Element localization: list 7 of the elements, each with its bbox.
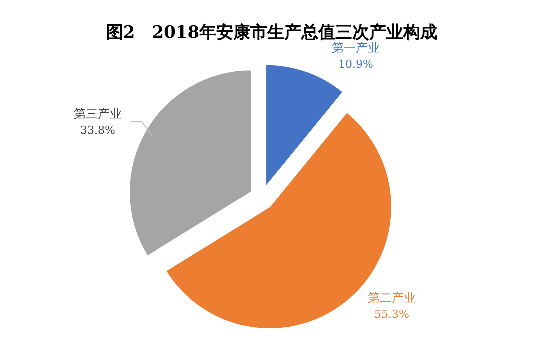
slice-label: 第一产业 — [332, 41, 380, 55]
slice-label: 第三产业 — [74, 107, 122, 121]
data-label: 10.9% — [338, 58, 374, 71]
data-label: 55.3% — [374, 308, 410, 321]
chart-title: 图2 2018年安康市生产总值三次产业构成 — [106, 23, 438, 43]
slice-label: 第二产业 — [368, 291, 416, 305]
data-label: 33.8% — [80, 124, 116, 137]
